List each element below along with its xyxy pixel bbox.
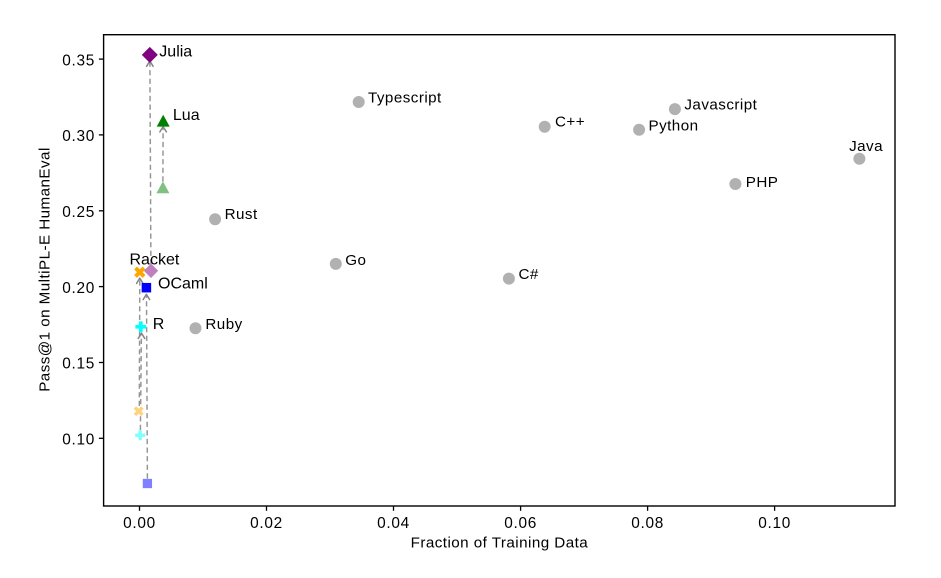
svg-text:0.04: 0.04 xyxy=(377,515,410,532)
svg-text:C++: C++ xyxy=(555,114,585,131)
svg-text:Pass@1 on MultiPL-E HumanEval: Pass@1 on MultiPL-E HumanEval xyxy=(37,147,54,392)
svg-text:0.00: 0.00 xyxy=(123,515,156,532)
svg-text:Python: Python xyxy=(649,117,699,134)
svg-text:0.10: 0.10 xyxy=(62,432,95,449)
svg-text:Julia: Julia xyxy=(159,44,192,61)
svg-text:0.02: 0.02 xyxy=(250,515,283,532)
svg-text:OCaml: OCaml xyxy=(158,276,208,293)
svg-text:Rust: Rust xyxy=(225,206,258,223)
svg-text:0.30: 0.30 xyxy=(62,128,95,145)
svg-text:0.06: 0.06 xyxy=(504,515,537,532)
svg-text:PHP: PHP xyxy=(746,174,779,191)
svg-text:0.20: 0.20 xyxy=(62,280,95,297)
svg-text:Go: Go xyxy=(345,252,366,269)
svg-text:Ruby: Ruby xyxy=(205,316,242,333)
svg-text:Fraction of Training Data: Fraction of Training Data xyxy=(411,535,589,552)
svg-text:0.35: 0.35 xyxy=(62,52,95,69)
svg-text:Racket: Racket xyxy=(130,251,180,268)
svg-text:Java: Java xyxy=(849,138,883,155)
svg-text:0.10: 0.10 xyxy=(758,515,791,532)
svg-text:0.25: 0.25 xyxy=(62,204,95,221)
svg-text:0.15: 0.15 xyxy=(62,356,95,373)
svg-text:C#: C# xyxy=(519,266,539,283)
svg-text:Typescript: Typescript xyxy=(368,90,442,107)
svg-text:R: R xyxy=(153,316,165,333)
svg-text:0.08: 0.08 xyxy=(631,515,664,532)
svg-text:Javascript: Javascript xyxy=(684,97,757,114)
svg-text:Lua: Lua xyxy=(173,107,200,124)
